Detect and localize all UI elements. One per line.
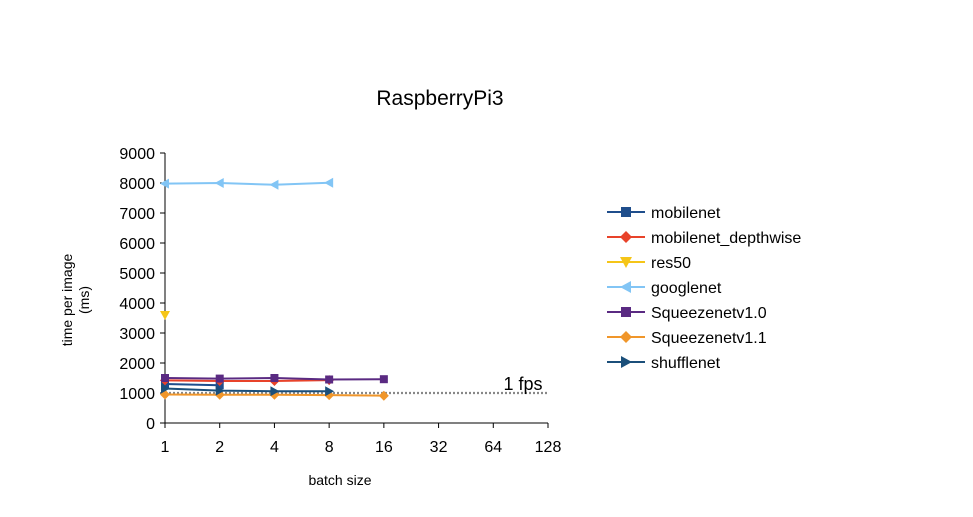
legend-marker: [620, 257, 632, 268]
series-line: [164, 379, 330, 382]
legend-label: res50: [651, 255, 691, 272]
legend-item: mobilenet: [607, 205, 721, 222]
legend-item: googlenet: [607, 280, 722, 297]
legend-item: Squeezenetv1.1: [607, 330, 767, 347]
y-tick-label: 2000: [119, 356, 155, 373]
y-tick-label: 7000: [119, 206, 155, 223]
reference-line-label: 1 fps: [503, 374, 542, 394]
data-point: [215, 374, 224, 383]
data-point: [214, 178, 224, 188]
axes: 0 1000 2000 3000 4000 5000 6000 7000 8000 9000 1 2 4…: [119, 146, 561, 456]
y-tick-label: 6000: [119, 236, 155, 253]
legend-label: googlenet: [651, 280, 722, 297]
data-point: [270, 374, 279, 382]
legend-item: mobilenet_depthwise: [607, 230, 801, 247]
data-point: [378, 390, 389, 401]
x-tick-label: 4: [270, 439, 279, 456]
legend: mobilenet mobilenet_depthwise res50 googlen…: [607, 205, 801, 372]
legend-marker: [621, 356, 632, 368]
data-point: [161, 374, 169, 382]
y-tick-label: 5000: [119, 266, 155, 283]
legend-label: mobilenet: [651, 205, 721, 222]
series-line: [164, 383, 220, 387]
chart-title: RaspberryPi3: [376, 87, 503, 110]
data-point: [270, 386, 280, 397]
x-axis-title: batch size: [308, 472, 371, 488]
series-line: [164, 387, 330, 393]
x-tick-label: 32: [430, 439, 448, 456]
x-tick-label: 16: [375, 439, 393, 456]
y-tick-label: 0: [146, 416, 155, 433]
x-tick-label: 2: [215, 439, 224, 456]
legend-label: Squeezenetv1.1: [651, 330, 767, 347]
series-Squeezenetv1.0: [161, 374, 388, 384]
data-point: [379, 375, 388, 384]
data-point: [215, 385, 225, 396]
y-tick-label: 1000: [119, 386, 155, 403]
data-point: [160, 178, 169, 189]
series-googlenet: [160, 177, 334, 190]
legend-item: Squeezenetv1.0: [607, 305, 767, 322]
series-shufflenet: [161, 383, 335, 397]
legend-marker: [620, 331, 632, 343]
data-point: [161, 383, 170, 394]
data-point: [160, 311, 170, 320]
y-axis-title-line-1: time per image: [59, 253, 75, 346]
y-tick-label: 9000: [119, 146, 155, 163]
series-res50: [160, 311, 170, 320]
legend-item: shufflenet: [607, 355, 721, 372]
x-tick-label: 128: [535, 439, 562, 456]
legend-item: res50: [607, 255, 691, 272]
data-point: [324, 177, 334, 188]
legend-marker: [620, 281, 631, 293]
y-tick-label: 8000: [119, 176, 155, 193]
data-point: [325, 375, 334, 384]
series-group: [160, 177, 389, 401]
x-tick-label: 8: [325, 439, 334, 456]
legend-marker: [621, 307, 631, 317]
reference-line-group: 1 fps: [165, 374, 548, 395]
data-point: [325, 386, 335, 397]
y-axis-title-line-2: (ms): [76, 286, 92, 314]
legend-label: Squeezenetv1.0: [651, 305, 767, 322]
legend-marker: [620, 231, 632, 243]
legend-label: shufflenet: [651, 355, 721, 372]
x-tick-label: 1: [161, 439, 170, 456]
data-point: [269, 179, 279, 190]
legend-marker: [621, 207, 631, 217]
x-tick-label: 64: [484, 439, 502, 456]
series-line: [164, 181, 330, 186]
legend-label: mobilenet_depthwise: [651, 230, 801, 247]
y-tick-label: 3000: [119, 326, 155, 343]
y-tick-label: 4000: [119, 296, 155, 313]
y-axis-title: time per image (ms): [59, 253, 92, 346]
